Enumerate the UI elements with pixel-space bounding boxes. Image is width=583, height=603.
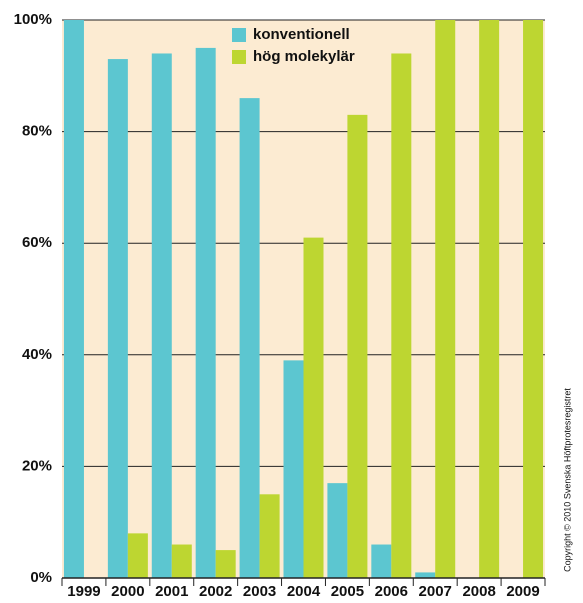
bar	[327, 483, 348, 578]
x-tick-label: 1999	[67, 583, 100, 600]
bar	[195, 47, 216, 578]
bar	[523, 20, 544, 578]
x-tick-label: 2000	[111, 583, 144, 600]
x-tick-label: 2006	[375, 583, 408, 600]
bar	[63, 20, 84, 578]
bar	[283, 360, 304, 578]
y-tick-label: 80%	[22, 123, 52, 140]
bar	[107, 59, 128, 579]
source-note: Copyright © 2010 Svenska Höftprotesregis…	[562, 388, 572, 572]
bar	[127, 533, 148, 578]
y-tick-label: 40%	[22, 346, 52, 363]
bar	[479, 20, 500, 578]
x-tick-label: 2005	[331, 583, 364, 600]
x-tick-label: 2003	[243, 583, 276, 600]
y-tick-label: 0%	[30, 569, 52, 586]
x-tick-label: 2009	[506, 583, 539, 600]
bar	[391, 53, 412, 579]
legend-swatch	[232, 28, 246, 42]
bar	[347, 114, 368, 579]
y-tick-label: 60%	[22, 234, 52, 251]
bar	[259, 494, 280, 578]
y-tick-label: 20%	[22, 457, 52, 474]
bar	[371, 544, 392, 578]
legend-swatch	[232, 50, 246, 64]
legend-label: hög molekylär	[253, 48, 355, 65]
bar	[215, 550, 236, 578]
y-tick-label: 100%	[14, 11, 52, 28]
bar	[303, 237, 324, 578]
bar	[415, 572, 436, 578]
x-tick-label: 2008	[462, 583, 495, 600]
bar	[151, 53, 172, 579]
bar	[171, 544, 192, 578]
x-tick-label: 2007	[419, 583, 452, 600]
x-tick-label: 2004	[287, 583, 321, 600]
bar	[435, 20, 456, 578]
x-tick-label: 2002	[199, 583, 232, 600]
x-tick-label: 2001	[155, 583, 188, 600]
bar	[239, 98, 260, 579]
legend-label: konventionell	[253, 26, 350, 43]
